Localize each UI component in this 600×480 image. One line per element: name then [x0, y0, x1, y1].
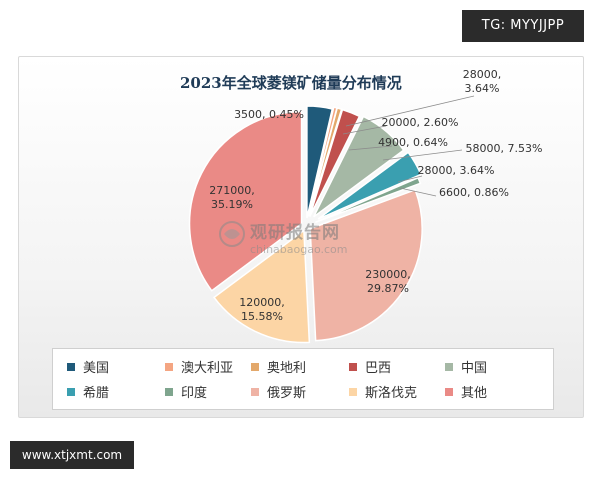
legend-swatch — [165, 387, 173, 396]
legend-label: 巴西 — [365, 361, 392, 376]
pie-slice-6 — [317, 151, 422, 220]
data-label-4: 20000, 2.60% — [382, 116, 459, 129]
leader-line-3 — [348, 145, 393, 151]
legend-item-3: 奥地利 — [251, 357, 306, 376]
legend-swatch — [67, 387, 75, 396]
watermark-logo-icon — [219, 221, 245, 247]
legend-label: 希腊 — [83, 386, 110, 401]
tg-badge: TG: MYYJJPP — [462, 10, 584, 42]
legend-label: 其他 — [461, 386, 488, 401]
chart-title: 2023年全球菱镁矿储量分布情况 — [180, 74, 402, 92]
leader-line-7 — [399, 187, 437, 197]
legend-item-6: 希腊 — [67, 382, 109, 401]
data-label-10: 271000, 35.19% — [209, 184, 255, 211]
watermark: 观研报告网 chinabaogao.com — [219, 218, 380, 256]
legend-label: 奥地利 — [267, 361, 307, 376]
pie-slice-5 — [313, 115, 405, 218]
data-label-3: 4900, 0.64% — [378, 136, 448, 149]
legend-item-2: 澳大利亚 — [165, 357, 233, 376]
leader-line-6 — [397, 175, 423, 183]
legend-item-5: 中国 — [445, 357, 487, 376]
pie-slice-8 — [309, 188, 423, 342]
data-label-5: 58000, 7.53% — [466, 142, 543, 155]
pie-slice-1 — [306, 105, 334, 219]
pie-slice-4 — [308, 108, 361, 218]
legend-label: 斯洛伐克 — [365, 386, 418, 401]
leader-line-5 — [382, 149, 463, 161]
legend-item-7: 印度 — [165, 382, 207, 401]
data-label-7: 6600, 0.86% — [439, 186, 509, 199]
data-label-2: 3500, 0.45% — [234, 108, 304, 121]
leader-line-1 — [345, 95, 475, 127]
chart-legend: 美国 澳大利亚 奥地利 巴西 中国希腊 印度 俄罗斯 斯洛伐克 其他 — [52, 348, 554, 410]
leader-line-4 — [342, 125, 387, 135]
legend-swatch — [251, 387, 259, 396]
data-label-6: 28000, 3.64% — [418, 164, 495, 177]
site-badge: www.xtjxmt.com — [10, 441, 134, 469]
legend-swatch — [67, 362, 75, 371]
legend-swatch — [251, 362, 259, 371]
pie-slice-3 — [308, 107, 343, 217]
legend-swatch — [165, 362, 173, 371]
legend-label: 中国 — [461, 361, 488, 376]
pie-slice-9 — [213, 229, 311, 344]
pie-slice-7 — [314, 176, 422, 223]
legend-item-8: 俄罗斯 — [251, 382, 306, 401]
legend-label: 澳大利亚 — [181, 361, 234, 376]
legend-label: 印度 — [181, 386, 208, 401]
legend-swatch — [349, 387, 357, 396]
data-label-8: 230000, 29.87% — [365, 268, 411, 295]
watermark-cn: 观研报告网 — [250, 223, 340, 243]
legend-label: 美国 — [83, 361, 110, 376]
legend-item-1: 美国 — [67, 357, 109, 376]
legend-swatch — [349, 362, 357, 371]
legend-item-9: 斯洛伐克 — [349, 382, 417, 401]
legend-swatch — [445, 362, 453, 371]
data-label-1: 28000, 3.64% — [463, 68, 502, 95]
legend-swatch — [445, 387, 453, 396]
legend-label: 俄罗斯 — [267, 386, 307, 401]
data-label-9: 120000, 15.58% — [239, 296, 285, 323]
legend-item-4: 巴西 — [349, 357, 391, 376]
pie-slice-10 — [188, 111, 303, 292]
legend-item-10: 其他 — [445, 382, 487, 401]
watermark-en: chinabaogao.com — [250, 243, 348, 256]
